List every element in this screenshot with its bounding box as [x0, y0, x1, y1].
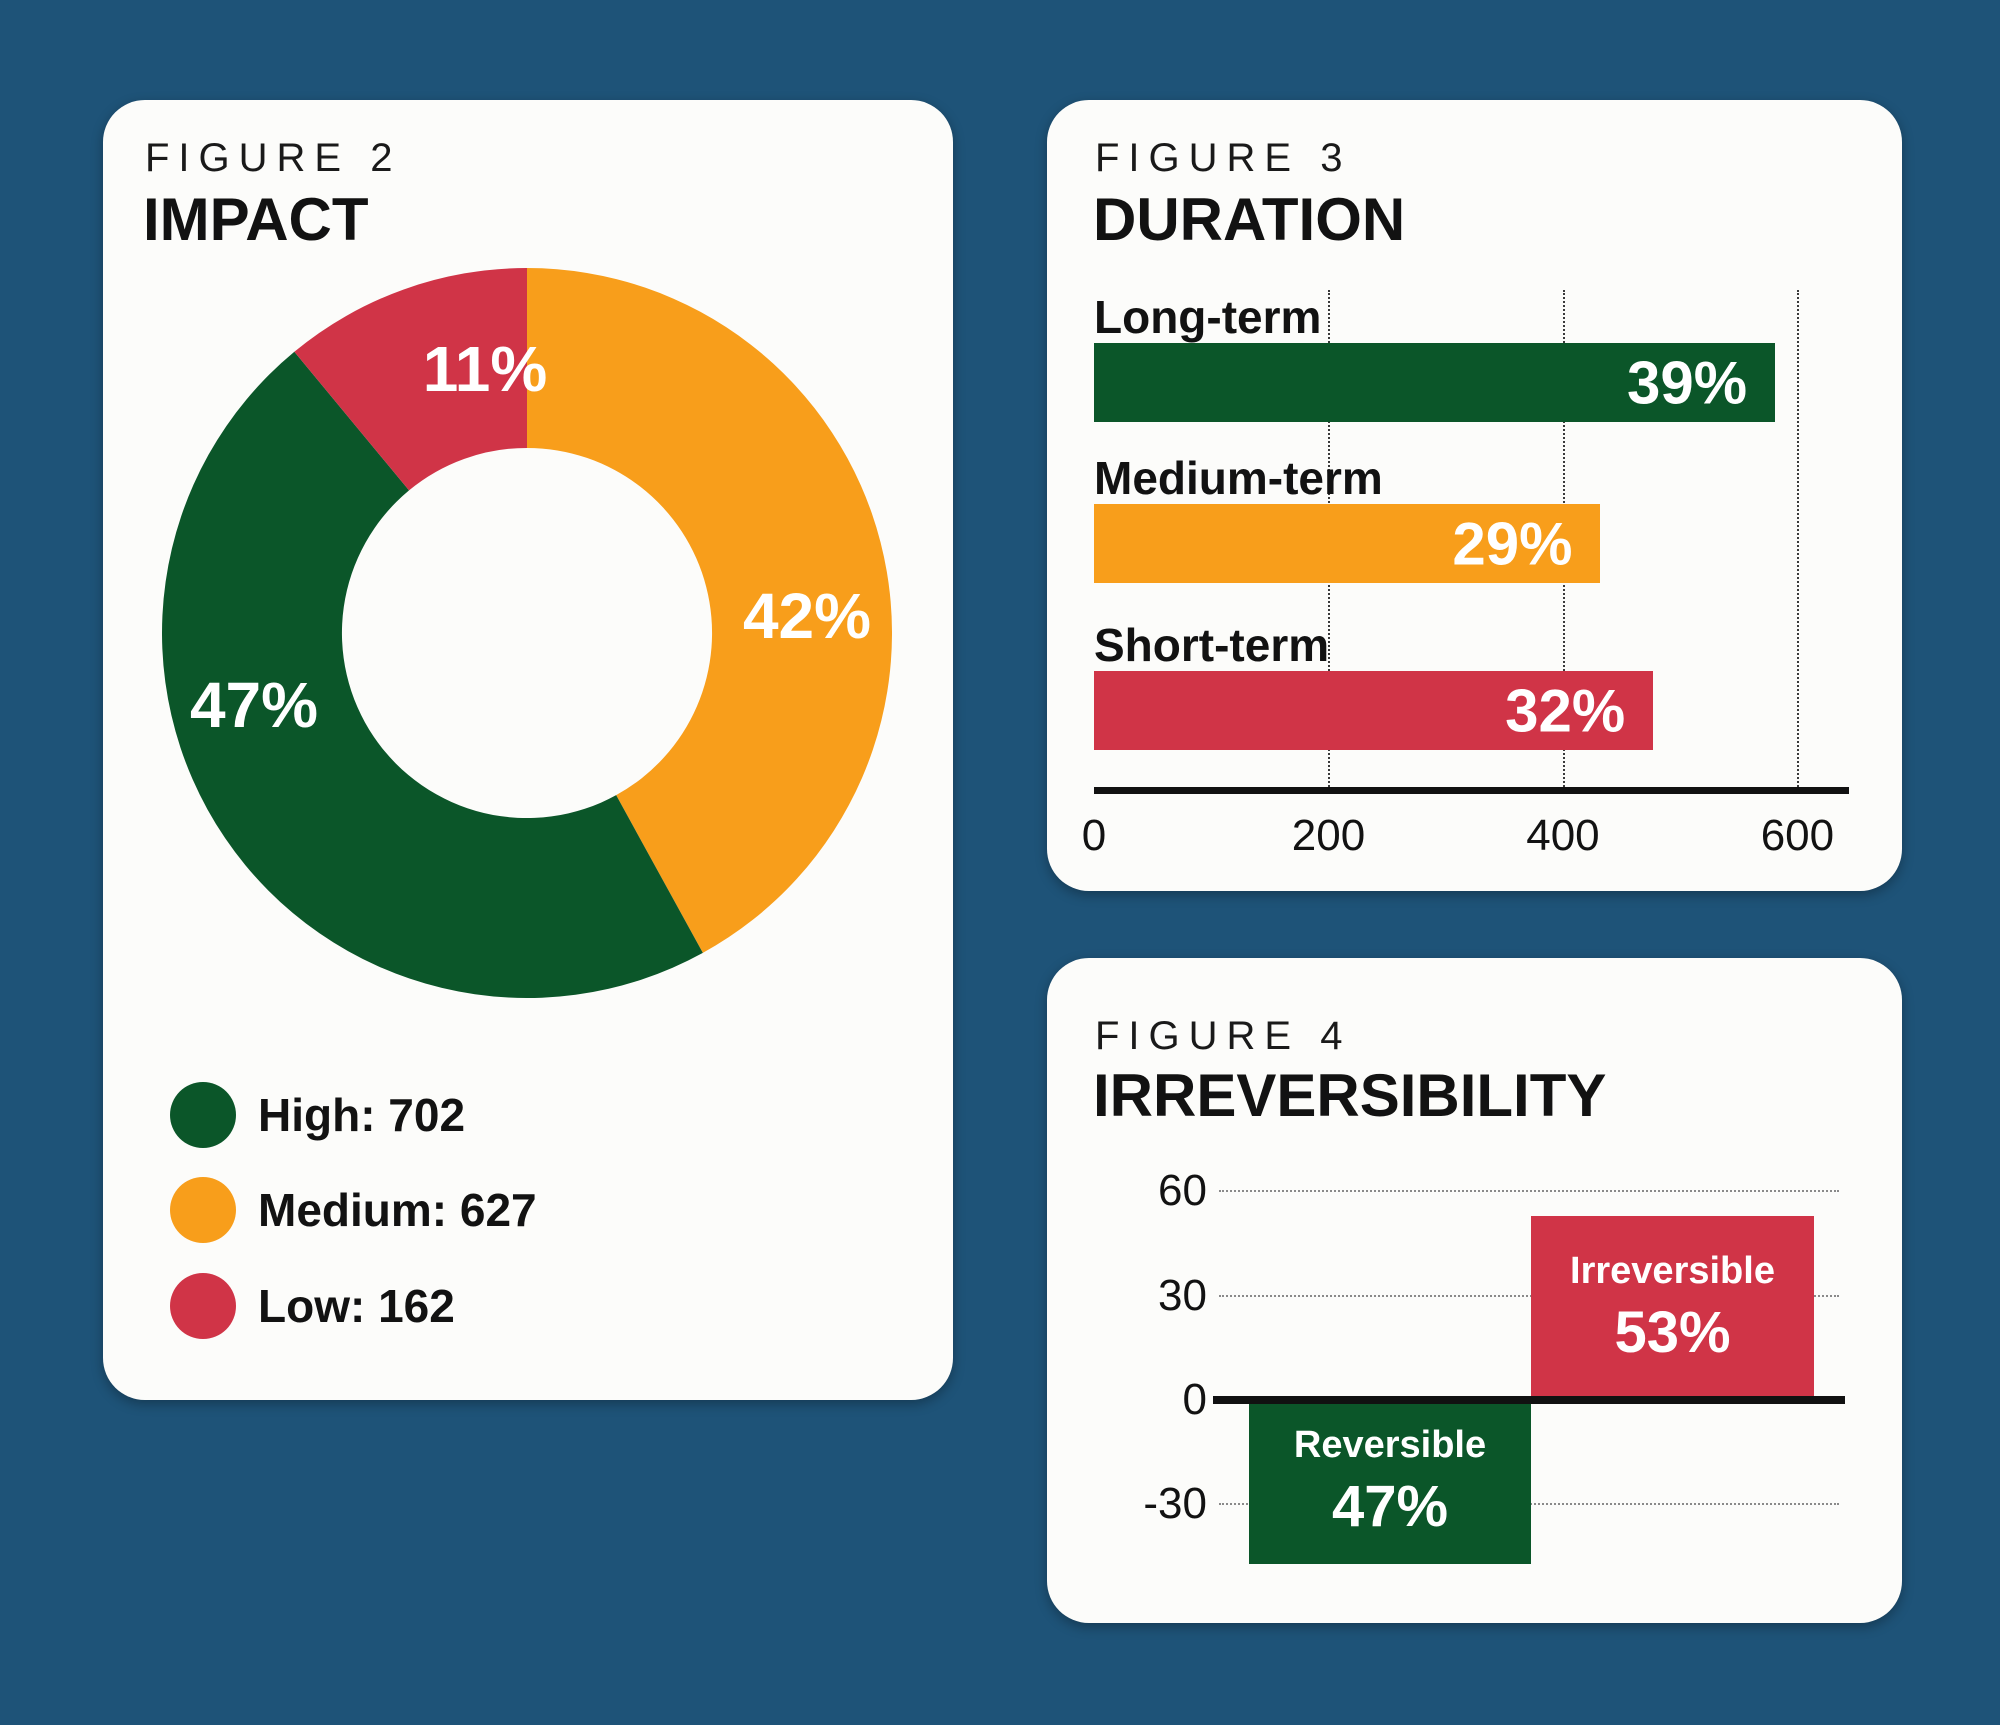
legend-label-medium: Medium: 627	[258, 1184, 537, 1236]
bar-long-term-pct-label: 39%	[1627, 349, 1748, 416]
donut-high-pct-label: 47%	[189, 669, 319, 741]
bar-reversible: Reversible 47%	[1249, 1400, 1531, 1564]
bar-irreversible-label: Irreversible	[1570, 1250, 1775, 1293]
figure-4-card: FIGURE 4 IRREVERSIBILITY 60 30 0 -30 Rev…	[1047, 958, 1902, 1623]
bar-medium-term-pct-label: 29%	[1452, 510, 1573, 577]
bar-category-medium-term: Medium-term	[1094, 452, 1383, 504]
y-tick-30: 30	[1158, 1270, 1207, 1320]
x-gridline	[1797, 290, 1800, 787]
figure-3-title: DURATION	[1093, 186, 1406, 253]
figure-4-title: IRREVERSIBILITY	[1093, 1062, 1607, 1129]
donut-medium-pct-label: 42%	[742, 580, 872, 652]
bar-reversible-pct-label: 47%	[1331, 1473, 1449, 1539]
y-tick-0: 0	[1182, 1375, 1207, 1425]
legend-dot-medium	[170, 1177, 236, 1243]
y-gridline	[1219, 1294, 1839, 1297]
legend-dot-high	[170, 1082, 236, 1148]
bar-short-term: 32%	[1094, 671, 1654, 750]
x-tick-0: 0	[1081, 811, 1107, 860]
y-tick-neg-30: -30	[1143, 1479, 1207, 1529]
bar-long-term: 39%	[1094, 343, 1776, 422]
figure-4-label: FIGURE 4	[1095, 1014, 1352, 1058]
zero-baseline	[1213, 1396, 1845, 1405]
legend-item-low: Low: 162	[170, 1273, 455, 1339]
figure-3-card: FIGURE 3 DURATION Long-term 39% Medium-t…	[1047, 100, 1902, 891]
figure-2-label: FIGURE 2	[145, 136, 402, 180]
y-gridline	[1219, 1190, 1839, 1193]
x-tick-600: 600	[1760, 811, 1835, 860]
figure-3-label: FIGURE 3	[1095, 136, 1352, 180]
legend-item-medium: Medium: 627	[170, 1177, 537, 1243]
legend-dot-low	[170, 1273, 236, 1339]
donut-low-pct-label: 11%	[422, 333, 548, 405]
y-tick-60: 60	[1158, 1166, 1207, 1216]
x-tick-200: 200	[1291, 811, 1366, 860]
irreversibility-bar-chart: Reversible 47% Irreversible 53%	[1213, 1174, 1845, 1574]
x-tick-400: 400	[1526, 811, 1600, 860]
legend-label-high: High: 702	[258, 1089, 466, 1141]
x-axis-tick-labels: 0 200 400 600	[1082, 811, 1849, 864]
bar-irreversible-pct-label: 53%	[1614, 1299, 1731, 1365]
legend-item-high: High: 702	[170, 1082, 465, 1148]
impact-donut-chart: 42% 47% 11%	[162, 268, 892, 998]
bar-category-short-term: Short-term	[1094, 619, 1330, 671]
bar-medium-term: 29%	[1094, 504, 1601, 583]
bar-short-term-pct-label: 32%	[1505, 677, 1626, 744]
figure-2-card: FIGURE 2 IMPACT 42% 47% 11% High: 702 Me…	[103, 100, 953, 1400]
bar-reversible-label: Reversible	[1293, 1424, 1487, 1467]
bar-category-long-term: Long-term	[1094, 291, 1322, 343]
figure-2-title: IMPACT	[143, 186, 369, 253]
duration-bar-chart: Long-term 39% Medium-term 29% Short-term…	[1094, 290, 1849, 794]
y-axis-tick-labels: 60 30 0 -30	[1047, 958, 1207, 1623]
legend-label-low: Low: 162	[258, 1280, 455, 1332]
donut-chart-svg	[162, 268, 892, 998]
bar-irreversible: Irreversible 53%	[1531, 1215, 1814, 1401]
